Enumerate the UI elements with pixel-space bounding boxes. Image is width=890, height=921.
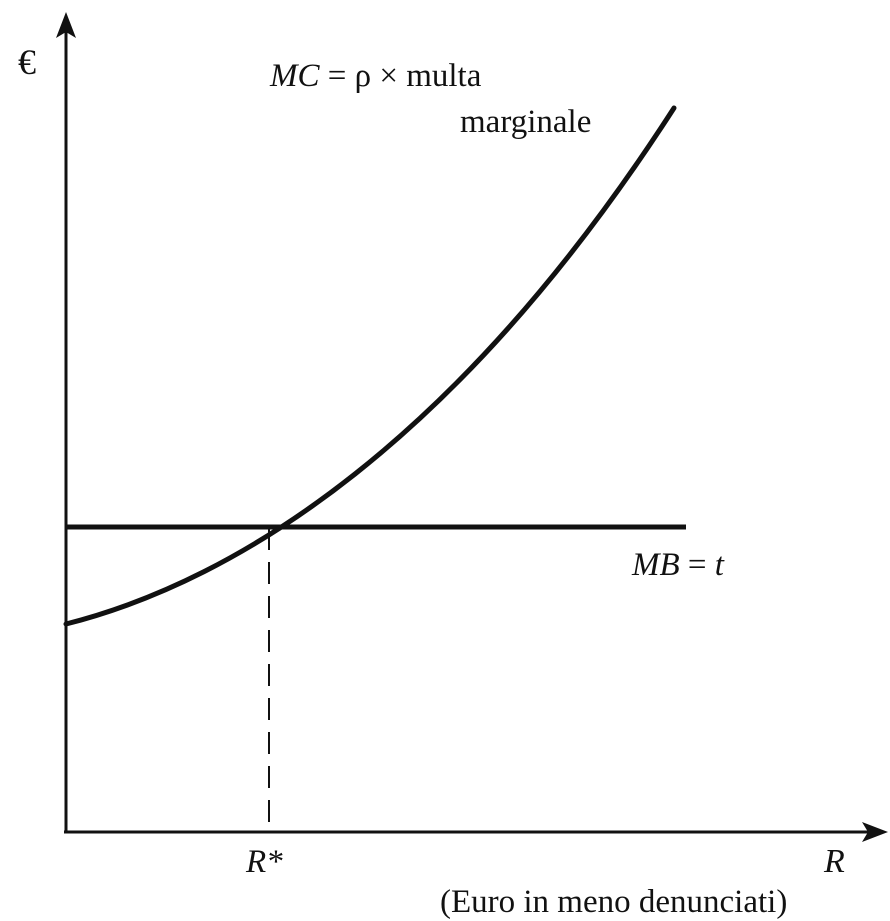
y-axis-label: €	[18, 42, 36, 82]
y-axis-arrowhead	[56, 12, 76, 38]
mc-label-times: ×	[371, 58, 406, 94]
mc-label-line1: MC = ρ × multa	[269, 58, 482, 94]
mc-label-line2: marginale	[460, 104, 591, 140]
mb-label-equals: =	[680, 547, 715, 583]
x-axis-caption: (Euro in meno denunciati)	[440, 884, 787, 920]
mc-curve	[63, 105, 677, 627]
x-axis-arrowhead	[862, 822, 888, 842]
mc-label-rest: multa	[406, 58, 482, 94]
x-axis-label: R	[823, 843, 845, 880]
equilibrium-label: R*	[245, 844, 283, 880]
mb-label-name: MB	[631, 547, 680, 583]
mc-label-rho: ρ	[355, 58, 371, 94]
mc-label-name: MC	[269, 58, 320, 94]
mb-label: MB = t	[631, 547, 725, 583]
mb-label-var: t	[715, 547, 725, 583]
mc-label-equals: =	[320, 58, 355, 94]
